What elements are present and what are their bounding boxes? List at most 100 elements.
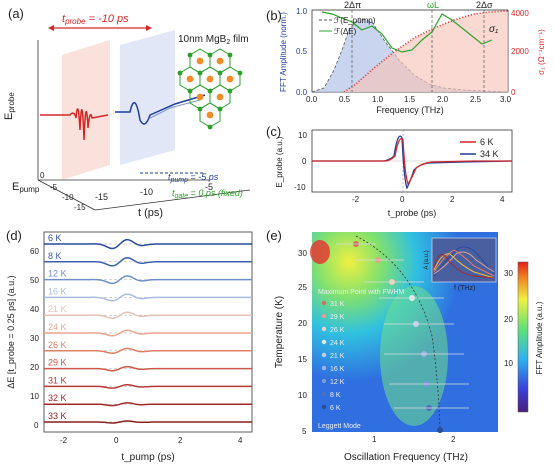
d-xtick-1: 0: [114, 436, 119, 445]
panel-c-xticks: -2 0 2 4: [352, 195, 505, 204]
b-xtick-1: 0.5: [339, 95, 351, 104]
d-temp-label: 21 K: [48, 304, 67, 314]
d-ytick-6: 60: [30, 247, 39, 256]
mgb2-lattice: [177, 48, 243, 130]
d-temp-label: 31 K: [48, 375, 67, 385]
c-xlabel: t_probe (ps): [388, 208, 437, 218]
pump-pulse: [115, 94, 206, 125]
b-xtick-2: 1.0: [372, 95, 384, 104]
e-ytick-2: 15: [298, 355, 307, 364]
t-gate-label: tgate = 0 ps (fixed): [172, 188, 243, 200]
e-cbar-tick-1: 20: [504, 315, 513, 324]
c-ytick-1: 0: [302, 157, 307, 166]
e-legend-marker: [321, 378, 327, 384]
c-xtick-1: 0: [400, 195, 405, 204]
panel-e-label: (e): [266, 228, 282, 243]
d-xtick-0: -2: [60, 436, 68, 445]
d-trace-32k: [44, 402, 252, 407]
t-tick-1: -10: [140, 187, 153, 197]
c-xtick-3: 4: [500, 195, 505, 204]
panel-a-label: (a): [8, 6, 24, 21]
e-legend-marker: [321, 352, 327, 358]
panel-d-label: (d): [6, 228, 22, 243]
e-cbar-ticks: 10 20 30: [504, 269, 513, 368]
panel-b-yticks-left: 0.0 0.5 1.0: [296, 7, 308, 97]
t-probe-arrowhead-left: [48, 25, 54, 31]
panel-c-label: (c): [266, 124, 281, 139]
e-legend-item: 24 K: [330, 340, 345, 347]
panel-c: (c) 6 K 34 K -2 0 2 4 -10 0 10 t_probe (…: [264, 120, 554, 222]
panel-d-yticks: 0 10 20 30 40 50 60: [30, 247, 39, 430]
d-trace-31k: [44, 383, 252, 389]
panel-a: (a) tprobe = -10 ps: [0, 0, 258, 222]
e-legend-item: 21 K: [330, 353, 345, 360]
d-trace-24k: [44, 329, 252, 337]
fft-deltae-line: [321, 11, 493, 53]
panel-d: (d) 6 K 8 K 12 K 16 K 21 K 24 K 26 K 29 K 31 K 32…: [0, 226, 262, 467]
c-legend-6k: 6 K: [480, 137, 494, 147]
e-ytick-1: 10: [298, 391, 307, 400]
e-legend-marker: [321, 313, 327, 319]
b-ytick-r-0: 0: [511, 88, 516, 97]
b-ytick-l-2: 1.0: [296, 7, 308, 16]
b-xtick-4: 2.0: [437, 95, 449, 104]
e-probe-axis-label: Eprobe: [3, 92, 16, 120]
panel-b: (b) 2Δπ ωL 2Δσ ℱ(E_pump) ℱ(ΔE) σ₁ 0.0 0.…: [264, 0, 554, 118]
panel-b-yticks-right: 0 2000 4000: [511, 9, 529, 97]
probe-pulse: [40, 108, 109, 141]
c-ytick-0: -10: [294, 183, 306, 192]
e-legend-marker: [321, 391, 327, 397]
b-xtick-0: 0.0: [306, 95, 318, 104]
e-max-points: [336, 241, 469, 433]
e-legend-marker: [321, 326, 327, 332]
e-legend-item: 29 K: [330, 314, 345, 321]
leggett-curve: [355, 235, 441, 432]
t-probe-arrowhead-right: [146, 25, 152, 31]
panel-d-chart: (d) 6 K 8 K 12 K 16 K 21 K 24 K 26 K 29 K 31 K 32…: [6, 228, 253, 463]
d-xtick-3: 4: [238, 436, 243, 445]
b-ytick-l-0: 0.0: [296, 88, 308, 97]
legend-deltae: ℱ(ΔE): [334, 27, 357, 36]
pump-tick-2: -10: [62, 193, 74, 202]
pump-tick-1: -5: [50, 183, 58, 192]
d-ytick-0: 0: [34, 421, 39, 430]
c-xtick-2: 2: [450, 195, 455, 204]
e-legend-title: Maximum Point with FWHM: [318, 289, 405, 296]
e-cbar-tick-0: 10: [504, 359, 513, 368]
e-legend-marker: [321, 339, 327, 345]
d-ytick-1: 10: [30, 392, 39, 401]
marker-omegal: ωL: [427, 0, 439, 10]
probe-plane: [62, 40, 110, 180]
d-ylabel: ΔE [t_probe = 0.25 ps] (a.u.): [6, 275, 16, 388]
e-xtick-0: 1: [372, 435, 377, 444]
panel-d-xticks: -2 0 2 4: [60, 436, 243, 445]
d-temp-label: 33 K: [48, 411, 67, 421]
e-legend-item: 16 K: [330, 366, 345, 373]
e-cbar-label: FFT Amplitude (a.u.): [535, 301, 544, 374]
c-ylabel: E_probe (a.u.): [275, 136, 284, 187]
e-legend-item: 12 K: [330, 379, 345, 386]
e-pump-axis-label: Epump: [12, 181, 40, 194]
d-trace-6k: [44, 238, 252, 250]
b-ytick-r-1: 2000: [511, 47, 529, 56]
c-ytick-2: 10: [298, 131, 307, 140]
e-xticks: 1 2: [372, 435, 456, 444]
e-legend-item: 6 K: [330, 405, 341, 412]
e-inset-curves: [433, 246, 495, 279]
e-legend-marker: [321, 300, 327, 306]
t-probe-label: tprobe = -10 ps: [62, 13, 129, 26]
t-pump-label: tpump = -5 ps: [168, 172, 219, 184]
panel-b-label: (b): [266, 8, 282, 23]
d-temp-label: 24 K: [48, 322, 67, 332]
b-xtick-6: 3.0: [500, 95, 512, 104]
e-ytick-3: 20: [298, 319, 307, 328]
panel-a-axes: [37, 40, 251, 211]
c-6k-line: [312, 138, 512, 186]
d-temp-label: 6 K: [48, 233, 62, 243]
d-trace-33k: [44, 420, 252, 424]
d-ytick-3: 30: [30, 334, 39, 343]
c-legend-34k: 34 K: [480, 149, 499, 159]
e-legend-marker: [321, 365, 327, 371]
b-ytick-l-1: 0.5: [296, 47, 308, 56]
e-xlabel: Oscillation Frequency (THz): [344, 452, 468, 463]
